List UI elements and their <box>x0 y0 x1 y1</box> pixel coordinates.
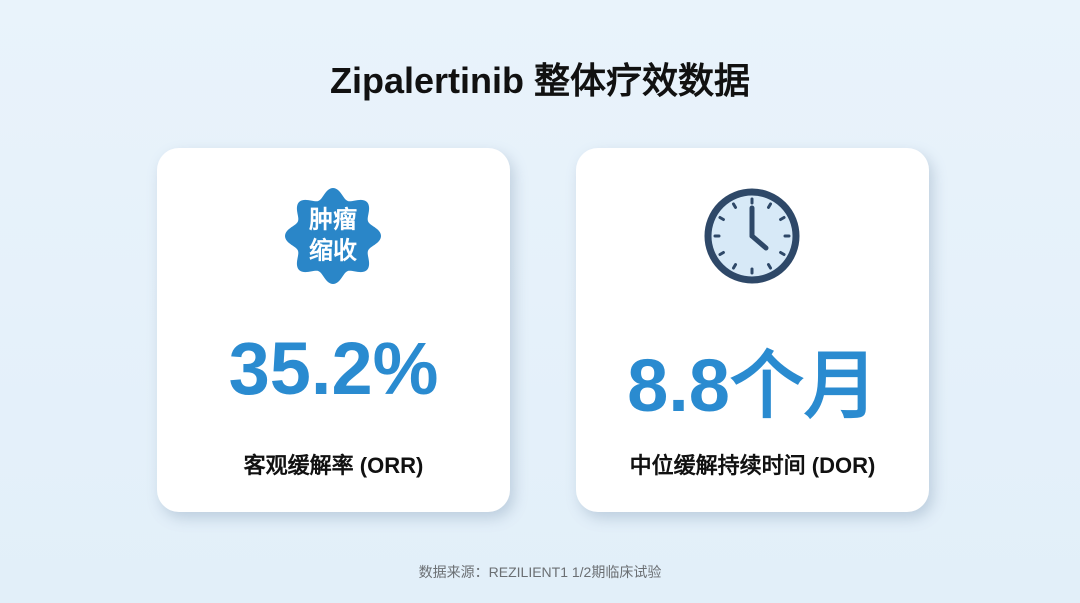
clock-tick <box>732 202 737 209</box>
clock-tick <box>767 202 772 209</box>
badge-shape <box>285 188 381 284</box>
clock-tick <box>718 216 725 221</box>
clock-icon <box>704 188 800 284</box>
badge: 肿瘤 缩收 <box>285 188 381 284</box>
badge-line: 缩收 <box>309 236 357 264</box>
clock-tick <box>732 263 737 270</box>
clock-tick <box>767 263 772 270</box>
badge-line: 肿瘤 <box>309 205 357 233</box>
source-note: 数据来源：REZILIENT1 1/2期临床试验 <box>418 564 662 580</box>
dor-card: 8.8个月 中位缓解持续时间 (DOR) <box>576 148 929 512</box>
dor-value: 8.8个月 <box>627 344 878 427</box>
orr-value: 35.2% <box>228 327 439 410</box>
orr-label: 客观缓解率 (ORR) <box>243 453 424 478</box>
dor-label: 中位缓解持续时间 (DOR) <box>629 453 876 478</box>
orr-card: 肿瘤 缩收 35.2% 客观缓解率 (ORR) <box>157 148 510 512</box>
clock-tick <box>779 216 786 221</box>
clock-tick <box>779 251 786 256</box>
title: Zipalertinib 整体疗效数据 <box>329 60 750 101</box>
clock-tick <box>718 251 725 256</box>
clock-hand <box>749 233 769 251</box>
